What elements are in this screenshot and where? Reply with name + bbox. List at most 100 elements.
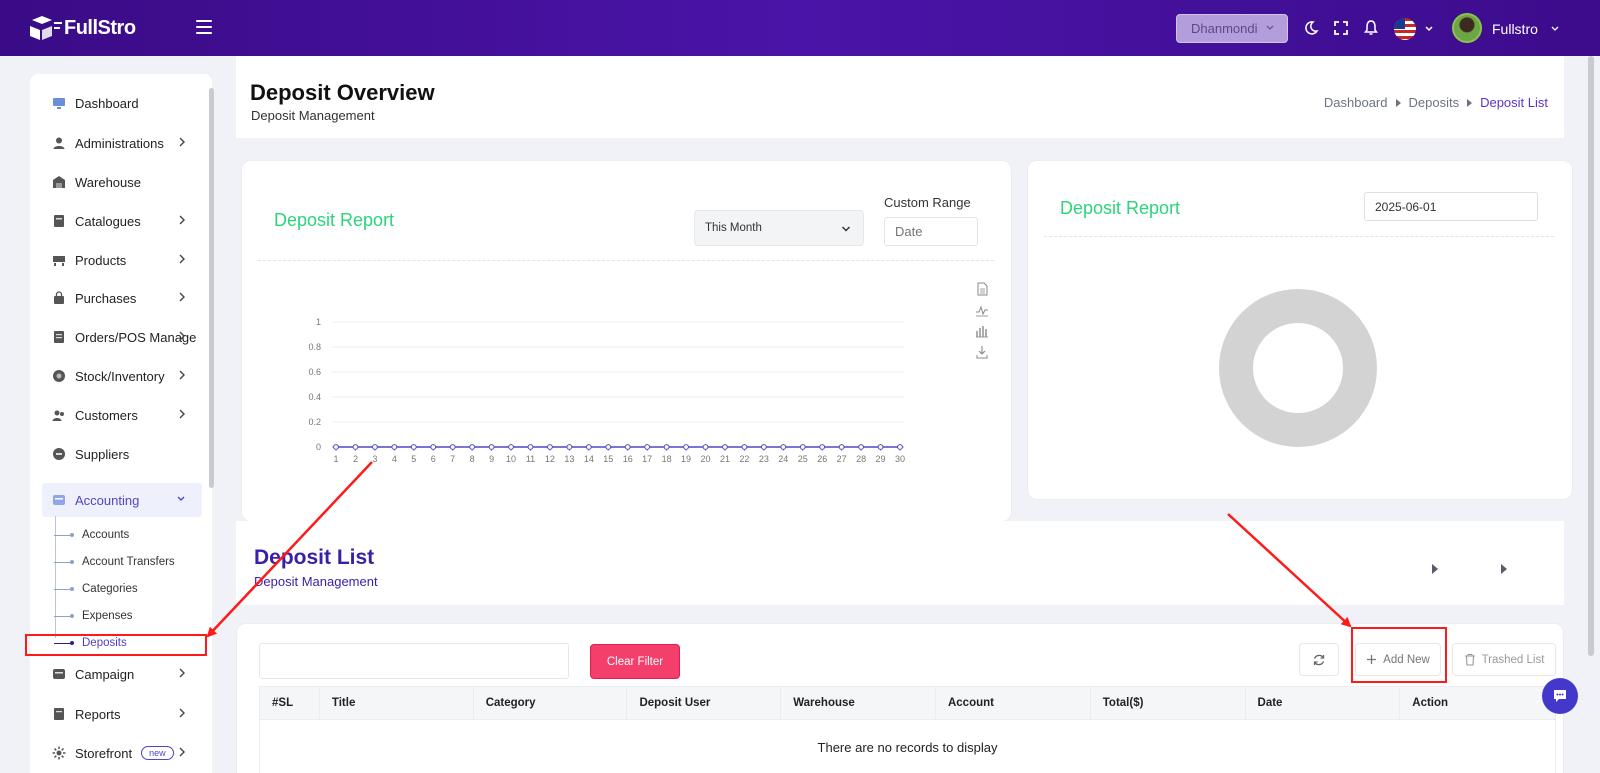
column-sl[interactable]: #SL: [260, 687, 320, 719]
x-tick-label: 15: [603, 454, 613, 464]
user-name[interactable]: Fullstro: [1492, 21, 1538, 37]
app-logo[interactable]: FullStro: [28, 14, 136, 42]
y-tick-label: 1: [316, 317, 321, 327]
download-icon[interactable]: [975, 345, 989, 359]
x-tick-label: 10: [506, 454, 516, 464]
line-chart-icon[interactable]: [975, 303, 989, 317]
stock-icon: [53, 370, 65, 382]
sidebar-item-label: Customers: [75, 407, 138, 423]
column-category[interactable]: Category: [474, 687, 628, 719]
breadcrumb: Dashboard Deposits Deposit List: [1324, 95, 1548, 110]
x-tick-label: 13: [564, 454, 574, 464]
orders-icon: [54, 331, 64, 343]
breadcrumb-deposits[interactable]: Deposits: [1408, 95, 1460, 110]
clear-filter-button[interactable]: Clear Filter: [590, 644, 680, 679]
submenu-label: Account Transfers: [82, 556, 175, 568]
branch-select[interactable]: Dhanmondi: [1176, 14, 1288, 43]
submenu-item-expenses[interactable]: Expenses: [54, 606, 133, 626]
data-point: [410, 444, 417, 450]
x-tick-label: 21: [720, 454, 730, 464]
chevron-down-icon[interactable]: [1550, 24, 1560, 34]
sidebar-item-stock-inventory[interactable]: Stock/Inventory: [42, 359, 202, 393]
chevron-down-icon: [841, 226, 851, 232]
sidebar-item-products[interactable]: Products: [42, 243, 202, 277]
top-bar: FullStro Dhanmondi Fullstro: [0, 0, 1600, 56]
sidebar-item-accounting[interactable]: Accounting: [42, 483, 202, 517]
language-flag-icon[interactable]: [1394, 18, 1416, 40]
add-new-label: Add New: [1383, 653, 1430, 666]
sidebar-item-customers[interactable]: Customers: [42, 398, 202, 432]
sidebar-item-label: Dashboard: [75, 95, 139, 111]
caret-right-icon: [1501, 564, 1507, 574]
sidebar-item-label: Warehouse: [75, 174, 141, 190]
sidebar-item-label: Catalogues: [75, 213, 141, 229]
divider: [1044, 236, 1554, 237]
sidebar-scrollbar[interactable]: [209, 88, 214, 488]
document-icon[interactable]: [975, 282, 989, 296]
add-new-button[interactable]: Add New: [1355, 643, 1441, 676]
table-body: There are no records to display: [259, 720, 1556, 773]
column-date[interactable]: Date: [1246, 687, 1401, 719]
data-point: [741, 444, 748, 450]
column-deposit-user[interactable]: Deposit User: [627, 687, 782, 719]
column-action: Action: [1412, 697, 1449, 709]
page-scrollbar[interactable]: [1588, 56, 1594, 656]
data-point: [449, 444, 456, 450]
x-tick-label: 11: [526, 454, 535, 464]
sidebar-item-catalogues[interactable]: Catalogues: [42, 204, 202, 238]
data-point: [897, 444, 903, 450]
submenu-item-categories[interactable]: Categories: [54, 579, 138, 599]
submenu-item-account-transfers[interactable]: Account Transfers: [54, 552, 175, 572]
data-point: [547, 444, 553, 450]
submenu-item-deposits[interactable]: Deposits: [54, 633, 127, 653]
y-tick-label: 0.4: [308, 392, 321, 402]
fullscreen-icon[interactable]: [1332, 19, 1350, 37]
page-header: [236, 56, 1564, 138]
deposit-line-chart: 00.20.40.60.811 2 3 4 5 6 7 8 9 10 11 12 13 14 15 16 17 1…: [308, 317, 905, 464]
annotation-box-add-new: [1351, 627, 1447, 683]
data-point: [877, 444, 884, 450]
notification-bell-icon[interactable]: [1362, 19, 1380, 37]
submenu-item-accounts[interactable]: Accounts: [54, 525, 129, 545]
trashed-list-label: Trashed List: [1481, 653, 1545, 666]
avatar[interactable]: [1452, 13, 1482, 43]
sidebar-item-reports[interactable]: Reports: [42, 697, 202, 731]
y-tick-label: 0.2: [308, 417, 321, 427]
sidebar-item-storefront[interactable]: Storefront new: [42, 736, 202, 770]
column-warehouse[interactable]: Warehouse: [781, 687, 936, 719]
annotation-box-deposits: [25, 634, 207, 656]
sidebar-item-administrations[interactable]: Administrations: [42, 126, 202, 160]
sidebar-item-dashboard[interactable]: Dashboard: [42, 86, 202, 120]
x-tick-label: 2: [353, 454, 358, 464]
new-badge: new: [141, 746, 174, 760]
sidebar-item-orders-pos[interactable]: Orders/POS Manage: [42, 320, 202, 354]
trash-icon: [1464, 653, 1475, 666]
deposit-list-title: Deposit List: [254, 546, 375, 569]
sidebar-item-warehouse[interactable]: Warehouse: [42, 165, 202, 199]
data-point: [760, 444, 767, 450]
x-tick-label: 4: [392, 454, 397, 464]
column-title[interactable]: Title: [320, 687, 474, 719]
bar-chart-icon[interactable]: [975, 324, 989, 338]
refresh-button[interactable]: [1299, 643, 1339, 676]
menu-toggle-icon[interactable]: [196, 20, 212, 34]
submenu-label: Deposits: [82, 637, 127, 649]
period-select[interactable]: This Month: [694, 210, 864, 246]
search-input[interactable]: [259, 643, 569, 679]
x-tick-label: 20: [701, 454, 711, 464]
sidebar-item-campaign[interactable]: Campaign: [42, 657, 202, 691]
chevron-down-icon[interactable]: [1424, 24, 1434, 34]
x-tick-label: 16: [623, 454, 633, 464]
dark-mode-moon-icon[interactable]: [1302, 19, 1320, 37]
breadcrumb-dashboard[interactable]: Dashboard: [1323, 95, 1388, 110]
sidebar-item-suppliers[interactable]: Suppliers: [42, 437, 202, 471]
sidebar-item-purchases[interactable]: Purchases: [42, 281, 202, 315]
column-total[interactable]: Total($): [1091, 687, 1246, 719]
chat-button[interactable]: [1542, 678, 1578, 714]
bag-icon: [54, 291, 64, 304]
report-date-input[interactable]: 2025-06-01: [1364, 192, 1538, 221]
column-account[interactable]: Account: [936, 687, 1091, 719]
trashed-list-button[interactable]: Trashed List: [1452, 643, 1556, 676]
custom-range-date-input[interactable]: [884, 217, 978, 246]
breadcrumb-deposit-list: Deposit List: [1480, 95, 1548, 110]
